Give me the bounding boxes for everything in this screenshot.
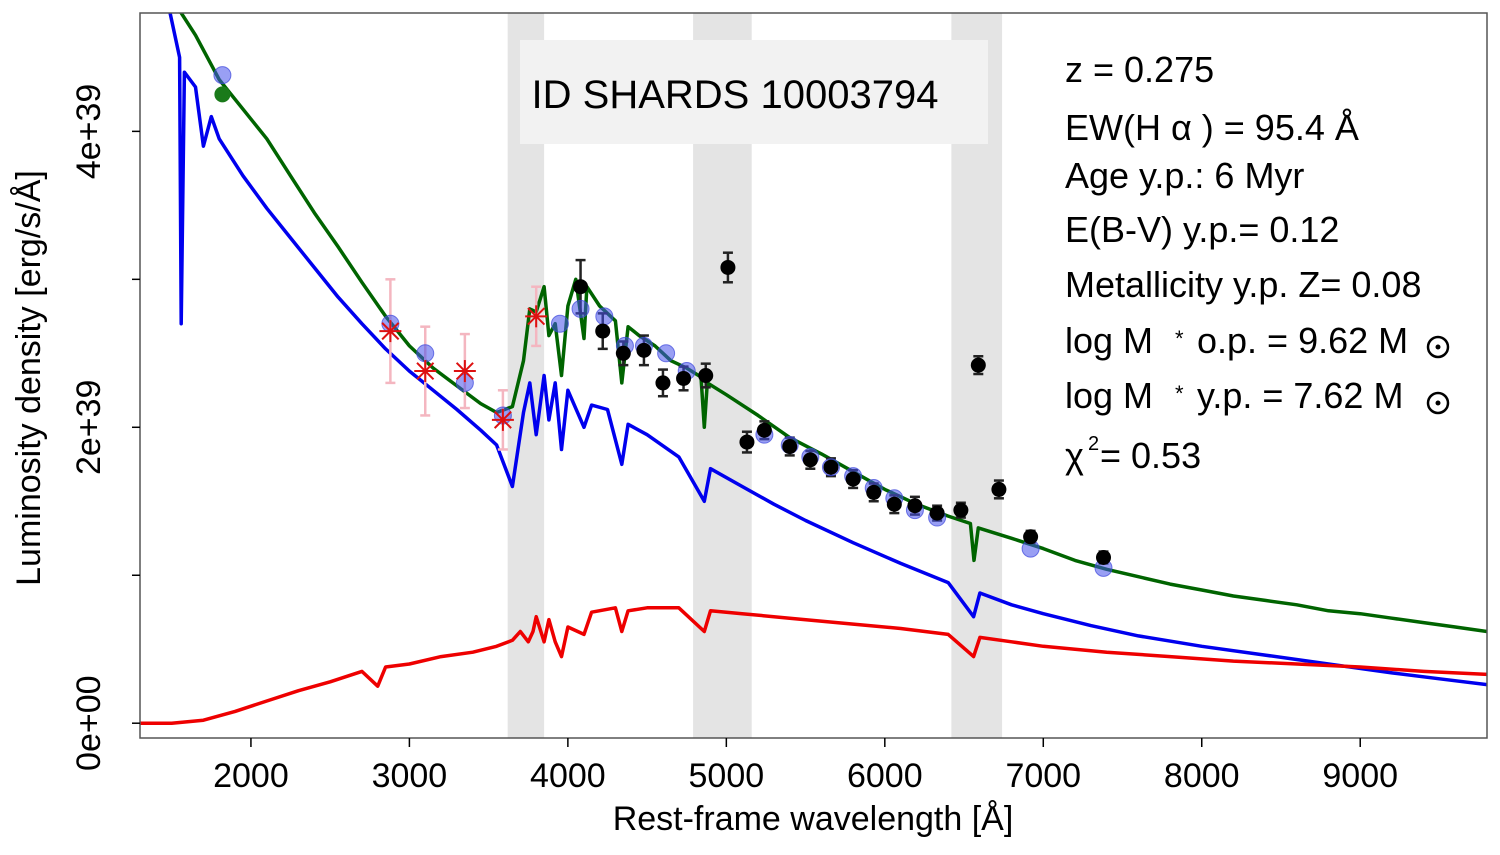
points-layer bbox=[213, 66, 1113, 577]
title-background bbox=[520, 40, 988, 144]
observed-point-21 bbox=[1023, 529, 1039, 545]
annotation-metallicity: Metallicity y.p. Z= 0.08 bbox=[1065, 264, 1421, 305]
observed-point-0 bbox=[573, 279, 589, 295]
annotation-age: Age y.p.: 6 Myr bbox=[1065, 155, 1304, 196]
observed-point-19 bbox=[970, 357, 986, 373]
outlier-cross-1 bbox=[414, 360, 437, 383]
observed-point-11 bbox=[802, 452, 818, 468]
observed-point-15 bbox=[886, 496, 902, 512]
observed-point-3 bbox=[636, 342, 652, 358]
outlier-cross-2 bbox=[453, 360, 476, 383]
y-tick-label-4: 4e+39 bbox=[70, 84, 108, 180]
model-point-0 bbox=[213, 66, 232, 85]
star-symbol-yp: * bbox=[1175, 381, 1184, 406]
plot-frame bbox=[139, 12, 1488, 739]
annotation-chi-value: = 0.53 bbox=[1100, 435, 1201, 476]
annotation-mass-op-label: log M bbox=[1065, 320, 1153, 361]
x-tick-label-6000: 6000 bbox=[847, 757, 923, 795]
observed-point-9 bbox=[756, 422, 772, 438]
observed-point-18 bbox=[953, 502, 969, 518]
model-point-6 bbox=[571, 299, 590, 318]
outlier-cross-3 bbox=[491, 408, 514, 431]
x-tick-label-3000: 3000 bbox=[372, 757, 448, 795]
observed-point-7 bbox=[720, 259, 736, 275]
observed-point-8 bbox=[739, 434, 755, 450]
annotation-mass-yp-value: y.p. = 7.62 M bbox=[1197, 375, 1403, 416]
x-tick-label-4000: 4000 bbox=[530, 757, 606, 795]
annotation-ew: EW(H α ) = 95.4 Å bbox=[1065, 107, 1359, 148]
model-point-2 bbox=[416, 344, 435, 363]
annotation-chi-symbol: χ bbox=[1065, 435, 1084, 476]
x-axis-label: Rest-frame wavelength [Å] bbox=[613, 800, 1014, 838]
model-point-10 bbox=[657, 344, 676, 363]
x-tick-label-2000: 2000 bbox=[213, 757, 289, 795]
observed-point-5 bbox=[676, 370, 692, 386]
sun-symbol-yp bbox=[1426, 391, 1450, 415]
x-axis: 2000 3000 4000 5000 6000 7000 8000 9000 bbox=[213, 738, 1398, 795]
x-tick-label-9000: 9000 bbox=[1322, 757, 1398, 795]
x-tick-label-7000: 7000 bbox=[1005, 757, 1081, 795]
observed-point-16 bbox=[907, 498, 923, 514]
annotation-mass-op-value: o.p. = 9.62 M bbox=[1197, 320, 1408, 361]
observed-point-10 bbox=[782, 439, 798, 455]
green-point-0 bbox=[214, 86, 231, 103]
model-point-7 bbox=[595, 307, 614, 326]
model-point-5 bbox=[550, 314, 569, 333]
observed-point-6 bbox=[698, 368, 714, 383]
chart-title: ID SHARDS 10003794 bbox=[532, 73, 939, 117]
observed-point-17 bbox=[929, 505, 945, 521]
observed-point-20 bbox=[991, 481, 1007, 497]
annotation-chi-superscript: 2 bbox=[1088, 433, 1099, 455]
y-tick-label-0: 0e+00 bbox=[70, 675, 108, 771]
outlier-cross-4 bbox=[525, 305, 548, 328]
sun-symbol-op bbox=[1426, 335, 1450, 359]
y-axis: 0e+00 2e+39 4e+39 bbox=[70, 84, 140, 771]
series-line-young-population bbox=[168, 13, 1487, 687]
annotation-mass-yp-label: log M bbox=[1065, 375, 1153, 416]
annotation-ebv: E(B-V) y.p.= 0.12 bbox=[1065, 209, 1339, 250]
annotation-block: z = 0.275 EW(H α ) = 95.4 Å Age y.p.: 6 … bbox=[1065, 49, 1450, 476]
annotation-redshift: z = 0.275 bbox=[1065, 49, 1214, 90]
observed-point-13 bbox=[845, 471, 861, 487]
x-tick-label-8000: 8000 bbox=[1164, 757, 1240, 795]
observed-point-14 bbox=[866, 484, 882, 500]
y-tick-label-2: 2e+39 bbox=[70, 380, 108, 476]
star-symbol-op: * bbox=[1175, 326, 1184, 351]
observed-point-4 bbox=[655, 375, 671, 391]
y-axis-label: Luminosity density [erg/s/Å] bbox=[10, 170, 48, 586]
outlier-cross-0 bbox=[379, 320, 402, 343]
observed-point-22 bbox=[1096, 549, 1112, 565]
observed-point-12 bbox=[823, 459, 839, 475]
x-tick-label-5000: 5000 bbox=[689, 757, 765, 795]
observed-point-1 bbox=[595, 323, 611, 339]
series-line-old-population bbox=[140, 606, 1487, 725]
observed-point-2 bbox=[615, 345, 631, 361]
